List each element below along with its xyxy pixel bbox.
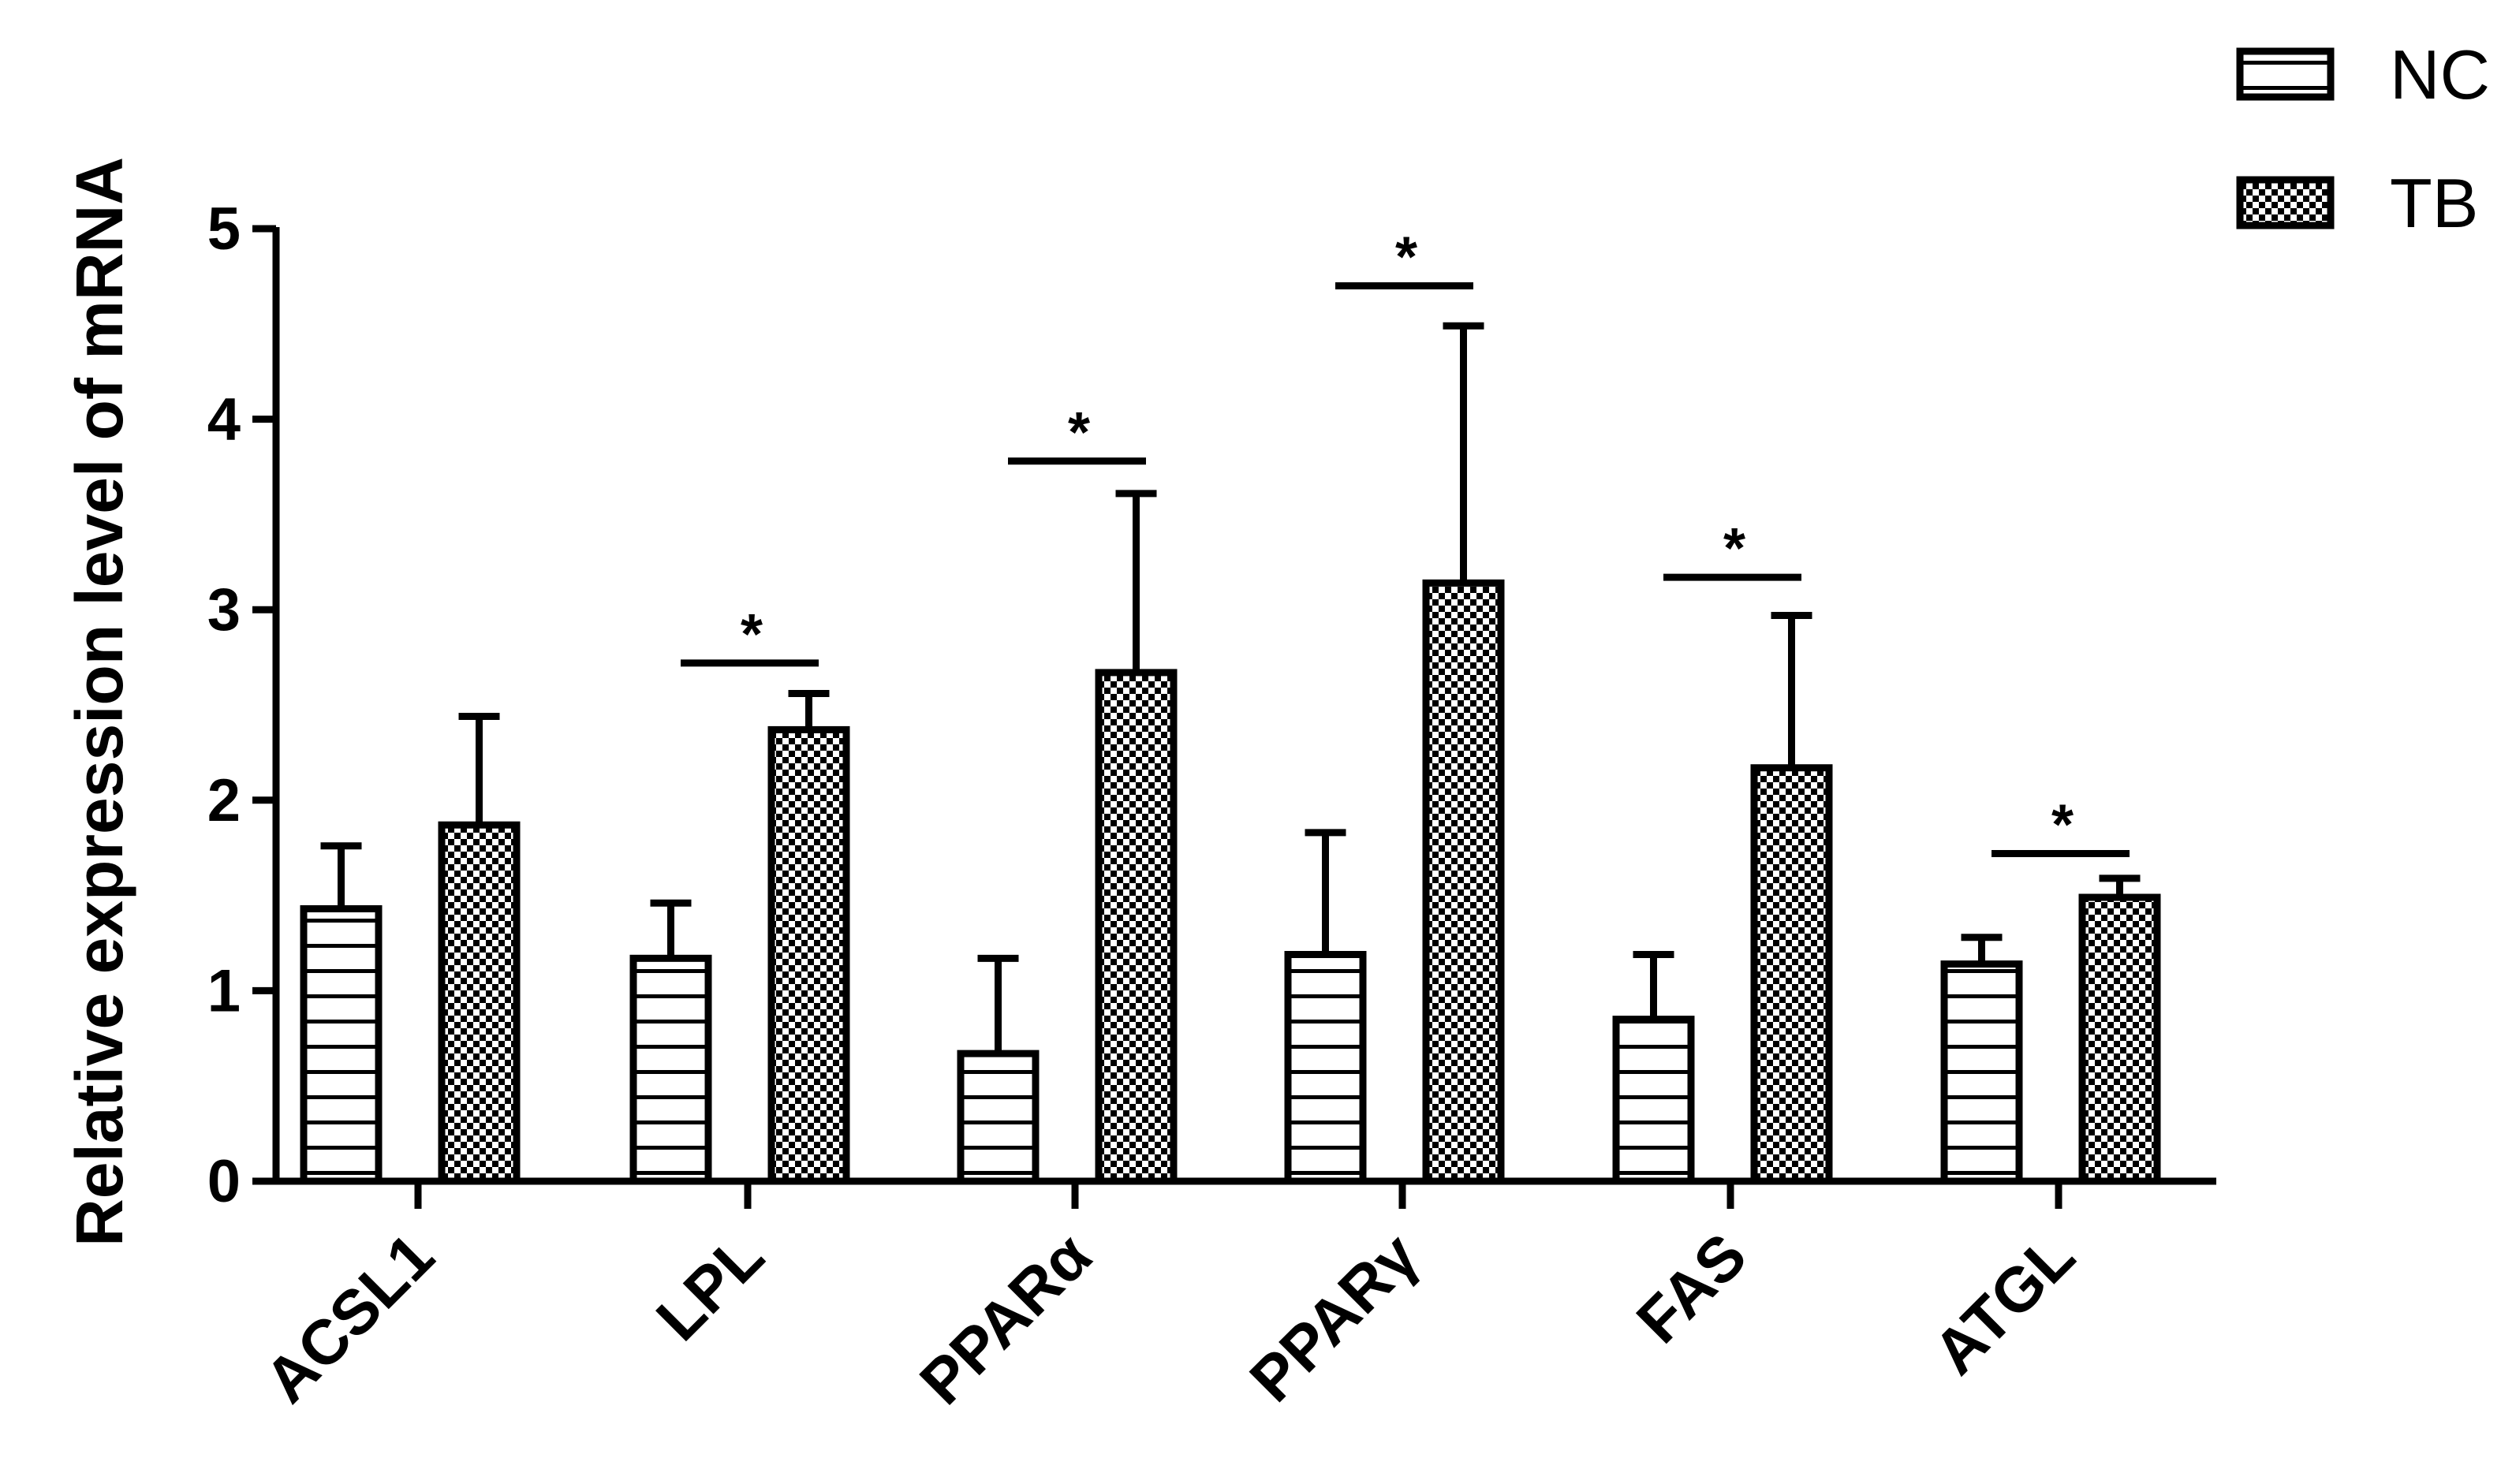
legend-item-nc: NC bbox=[2236, 35, 2490, 114]
x-tick-label: FAS bbox=[1623, 1220, 1760, 1356]
bar-nc-3 bbox=[957, 1050, 1040, 1185]
y-tick-label: 0 bbox=[207, 1148, 241, 1215]
bar-nc-6 bbox=[1940, 960, 2023, 1185]
y-tick-label: 3 bbox=[207, 576, 241, 643]
bar-tb-4 bbox=[1422, 579, 1505, 1185]
bar-tb-5 bbox=[1750, 764, 1833, 1185]
bar-tb-3 bbox=[1095, 669, 1178, 1185]
bar-tb-6 bbox=[2078, 893, 2161, 1185]
legend-label-nc: NC bbox=[2390, 35, 2490, 114]
legend-swatch-tb bbox=[2236, 176, 2335, 229]
y-tick-label: 2 bbox=[207, 767, 241, 834]
significance-star: * bbox=[1068, 401, 1090, 464]
bar-nc-2 bbox=[629, 954, 712, 1185]
bar-tb-1 bbox=[438, 821, 521, 1185]
legend-label-tb: TB bbox=[2390, 164, 2478, 242]
x-tick-label: ATGL bbox=[1920, 1220, 2088, 1388]
bar-nc-5 bbox=[1612, 1016, 1695, 1185]
bar-nc-4 bbox=[1284, 950, 1367, 1185]
significance-star: * bbox=[2051, 793, 2074, 856]
x-tick-label: PPARα bbox=[906, 1220, 1104, 1418]
x-tick-label: PPARγ bbox=[1237, 1220, 1432, 1415]
legend-swatch-nc bbox=[2236, 47, 2335, 101]
y-tick-label: 4 bbox=[207, 386, 241, 453]
x-tick-label: ACSL1 bbox=[252, 1220, 447, 1415]
y-axis-label: Relative expression level of mRNA bbox=[62, 157, 136, 1247]
y-tick-label: 5 bbox=[207, 196, 241, 263]
legend-item-tb: TB bbox=[2236, 164, 2478, 242]
x-tick-label: LPL bbox=[643, 1220, 777, 1354]
plot-area: 0 1 2 3 4 5 ACSL1 LPL PPARα PPARγ FAS ATGL * * * * * bbox=[207, 196, 2216, 1418]
y-tick-label: 1 bbox=[207, 957, 241, 1024]
bar-tb-2 bbox=[767, 725, 850, 1185]
significance-star: * bbox=[1395, 226, 1417, 289]
legend: NC TB bbox=[2236, 35, 2490, 242]
significance-star: * bbox=[1723, 517, 1745, 580]
bar-nc-1 bbox=[300, 905, 383, 1185]
significance-star: * bbox=[741, 603, 763, 666]
